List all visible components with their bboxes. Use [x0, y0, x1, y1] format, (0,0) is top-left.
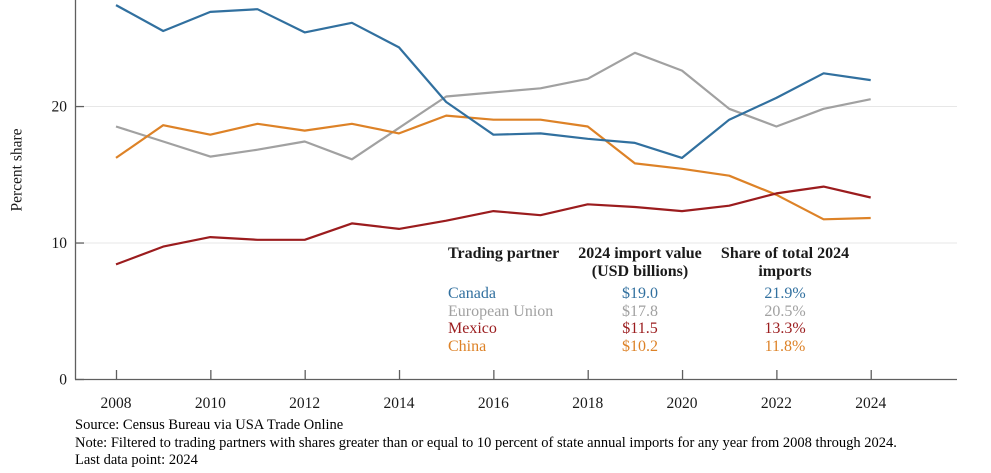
legend-row-import-value: $11.5 [622, 320, 658, 337]
legend-row-partner: China [448, 337, 487, 355]
y-axis-title: Percent share [9, 128, 26, 212]
legend-header-share: Share of total 2024 imports [720, 245, 850, 280]
last-data-point-note: Last data point: 2024 [75, 452, 198, 468]
y-axis-title-wrap: Percent share [2, 0, 34, 340]
x-tick-label-2008: 2008 [101, 395, 132, 412]
x-tick-label-2018: 2018 [572, 395, 603, 412]
series-line-mexico [115, 185, 871, 266]
legend-row-import-value: $10.2 [622, 337, 658, 355]
legend-row-share: 11.8% [764, 337, 806, 355]
legend-header-trading-partner: Trading partner [448, 245, 560, 262]
x-tick-label-2016: 2016 [478, 395, 509, 412]
legend-row-share: 20.5% [764, 302, 806, 320]
filter-note: Note: Filtered to trading partners with … [75, 434, 897, 451]
legend-row-import-value: $17.8 [622, 302, 658, 320]
y-tick-label-0: 0 [59, 372, 67, 389]
x-tick-label-2022: 2022 [761, 395, 792, 412]
legend-row-partner: Mexico [448, 320, 497, 337]
legend-row-share: 21.9% [764, 285, 806, 302]
y-tick-label-10: 10 [52, 235, 68, 252]
x-tick-label-2014: 2014 [384, 395, 415, 412]
series-line-canada [115, 4, 871, 159]
x-tick-label-2020: 2020 [667, 395, 698, 412]
legend-row-partner: Canada [448, 285, 496, 302]
footnotes: Source: Census Bureau via USA Trade Onli… [75, 417, 975, 470]
legend-row-share: 13.3% [764, 320, 806, 337]
source-note: Source: Census Bureau via USA Trade Onli… [75, 417, 344, 433]
legend-row-import-value: $19.0 [622, 285, 658, 302]
legend-table: Trading partner 2024 import value (USD b… [448, 245, 850, 355]
series-line-china [115, 114, 871, 221]
legend-header-import-value: 2024 import value (USD billions) [578, 245, 702, 280]
y-tick-label-20: 20 [52, 99, 68, 116]
x-tick-label-2024: 2024 [855, 395, 886, 412]
series-line-european-union [115, 51, 871, 161]
legend-row-partner: European Union [448, 302, 554, 320]
x-tick-label-2010: 2010 [195, 395, 226, 412]
x-tick-label-2012: 2012 [289, 395, 320, 412]
